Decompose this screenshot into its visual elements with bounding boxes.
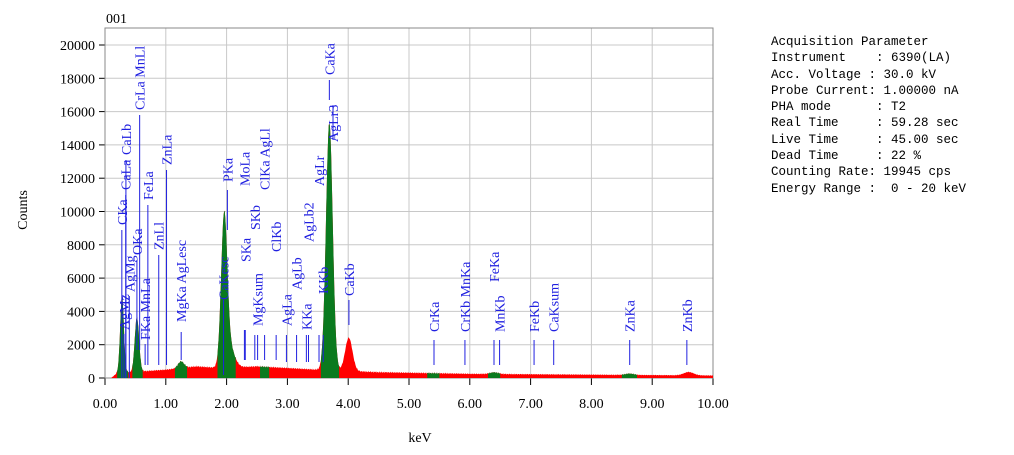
marker-label: SKb <box>249 205 264 230</box>
chart-title: 001 <box>106 12 127 27</box>
marker-label: ZnKa <box>624 299 639 332</box>
marker-label: FeKb <box>528 301 543 332</box>
y-tick-label: 4000 <box>67 305 95 320</box>
marker-label: CrLa MnLl <box>134 46 149 110</box>
x-axis-label: keV <box>408 431 431 446</box>
marker-label: ClKa AgLl <box>259 128 274 190</box>
roi-area <box>174 360 188 378</box>
y-tick-label: 0 <box>88 372 95 387</box>
marker-label: ZnKb <box>681 299 696 332</box>
y-tick-label: 20000 <box>60 39 95 54</box>
x-tick-label: 0.00 <box>93 397 118 412</box>
parameter-line: Counting Rate: 19945 cps <box>771 165 952 180</box>
parameter-line: Real Time : 59.28 sec <box>771 116 959 131</box>
y-tick-label: 6000 <box>67 272 95 287</box>
roi-area <box>320 122 340 378</box>
spectrum-area <box>111 122 713 378</box>
x-tick-label: 9.00 <box>640 397 665 412</box>
y-tick-label: 18000 <box>60 72 95 87</box>
marker-label: FeKa <box>488 251 503 282</box>
marker-label: AgMg <box>123 255 138 292</box>
x-tick-label: 1.00 <box>154 397 179 412</box>
parameter-line: Probe Current: 1.00000 nA <box>771 83 959 98</box>
acquisition-parameters: Acquisition Parameter Instrument : 6390(L… <box>771 34 966 197</box>
y-tick-label: 16000 <box>60 106 95 121</box>
marker-label: ZnLl <box>153 222 168 250</box>
roi-area <box>217 210 236 378</box>
marker-label: SKa <box>239 237 254 262</box>
marker-label: ClKb <box>270 222 285 252</box>
roi-area <box>132 317 143 378</box>
marker-label: ZnLa <box>161 134 176 165</box>
marker-label: CrKa <box>428 301 443 332</box>
x-tick-label: 7.00 <box>518 397 543 412</box>
marker-label: PKa <box>221 157 236 182</box>
marker-label: CrKb MnKa <box>459 261 474 332</box>
y-tick-label: 10000 <box>60 206 95 221</box>
marker-label: CaLa <box>120 159 135 190</box>
y-tick-label: 12000 <box>60 172 95 187</box>
marker-label: CKa <box>116 199 131 225</box>
x-tick-label: 5.00 <box>397 397 422 412</box>
parameter-line: Acc. Voltage : 30.0 kV <box>771 67 937 82</box>
marker-label: AgLr3 <box>327 105 342 142</box>
marker-label: KKb <box>317 267 332 294</box>
marker-label: AgMz <box>118 294 133 330</box>
x-tick-label: 8.00 <box>579 397 604 412</box>
roi-area <box>427 372 440 378</box>
marker-label: CaKb <box>343 263 358 296</box>
roi-area <box>260 365 270 378</box>
marker-label: MgKsum <box>252 273 267 326</box>
roi-area <box>621 373 637 378</box>
marker-label: MgKa AgLesc <box>175 240 190 322</box>
marker-label: CaKesc <box>218 256 233 300</box>
marker-label: CaLb <box>120 124 135 155</box>
parameter-line: Energy Range : 0 - 20 keV <box>771 181 967 196</box>
x-tick-label: 6.00 <box>458 397 483 412</box>
marker-label: CaKa <box>323 42 338 75</box>
marker-label: FeLa <box>142 170 157 200</box>
marker-label: AgLr <box>313 155 328 186</box>
marker-label: OKa <box>131 228 146 255</box>
marker-label: AgLb2 <box>302 202 317 242</box>
parameter-line: Instrument : 6390(LA) <box>771 51 952 66</box>
marker-label: AgLb <box>291 257 306 290</box>
x-tick-label: 3.00 <box>275 397 300 412</box>
parameter-line: PHA mode : T2 <box>771 100 907 115</box>
y-tick-label: 8000 <box>67 239 95 254</box>
marker-label: KKa <box>300 303 315 330</box>
parameter-line: Live Time : 45.00 sec <box>771 132 959 147</box>
marker-label: MoLa <box>238 151 253 186</box>
y-tick-label: 14000 <box>60 139 95 154</box>
marker-label: AgLa <box>280 293 295 326</box>
parameter-line: Dead Time : 22 % <box>771 149 922 164</box>
roi-area <box>488 371 501 378</box>
x-tick-label: 2.00 <box>214 397 239 412</box>
marker-label: CaKsum <box>548 283 563 332</box>
marker-label: MnKb <box>494 295 509 332</box>
y-axis-label: Counts <box>16 190 31 230</box>
y-tick-label: 2000 <box>67 339 95 354</box>
marker-label: FKa MnLa <box>139 277 154 340</box>
parameter-line: Acquisition Parameter <box>771 35 929 49</box>
x-tick-label: 4.00 <box>336 397 361 412</box>
x-tick-label: 10.00 <box>697 397 729 412</box>
